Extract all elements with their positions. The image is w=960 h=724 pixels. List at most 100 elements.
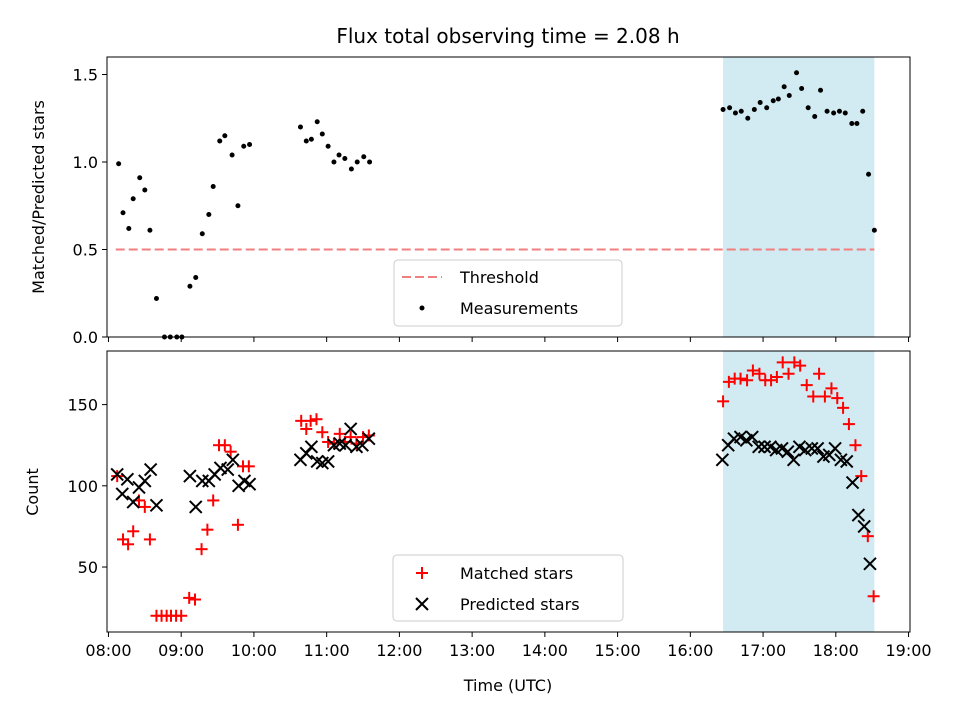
x-tick-label: 15:00	[595, 641, 641, 660]
y-tick-label: 0.0	[73, 328, 98, 347]
predicted-stars-point	[110, 467, 124, 482]
matched-stars-point	[776, 356, 789, 369]
measurements-point	[342, 156, 348, 161]
measurements-point	[849, 121, 855, 126]
measurements-point	[751, 107, 757, 112]
matched-stars-point	[867, 590, 880, 603]
matched-stars-point	[111, 470, 124, 483]
predicted-stars-point	[149, 498, 164, 513]
top-y-axis-label: Matched/Predicted stars	[29, 100, 48, 294]
predicted-stars-point	[120, 472, 135, 487]
matched-stars-point	[310, 413, 323, 426]
matched-stars-point	[849, 439, 862, 452]
matched-stars-point	[122, 538, 135, 551]
measurements-point	[130, 196, 136, 202]
x-tick-label: 18:00	[813, 641, 859, 660]
measurements-point	[367, 159, 373, 165]
matched-stars-point	[316, 426, 329, 439]
predicted-stars-point	[845, 475, 860, 490]
matched-stars-point	[842, 418, 855, 431]
predicted-stars-point	[752, 440, 766, 454]
predicted-stars-point	[138, 474, 152, 488]
measurements-point	[336, 152, 342, 158]
chart-title: Flux total observing time = 2.08 h	[336, 24, 679, 48]
measurements-point	[831, 110, 837, 116]
bottom-plot-frame	[106, 350, 911, 633]
legend-matched-swatch	[416, 567, 428, 579]
matched-stars-point	[189, 593, 202, 606]
predicted-stars-point	[851, 508, 866, 522]
measurements-point	[799, 86, 805, 91]
measurements-point	[153, 296, 159, 301]
matched-stars-point	[195, 543, 208, 556]
matched-stars-point	[322, 435, 335, 448]
matched-stars-point	[183, 591, 196, 604]
predicted-stars-point	[321, 454, 335, 469]
predicted-stars-point	[857, 519, 871, 534]
measurements-point	[745, 115, 751, 121]
predicted-stars-point	[115, 487, 129, 501]
measurements-point	[764, 105, 770, 111]
x-tick-label: 13:00	[449, 641, 495, 660]
measurements-point	[206, 212, 212, 217]
top-panel: 0.0 0.5 1.0 1.5 Flux total observing time =…	[29, 24, 911, 347]
matched-stars-point	[734, 372, 747, 385]
measurements-point	[142, 187, 148, 193]
y-tick-label: 1.5	[73, 66, 98, 85]
predicted-stars-point	[226, 453, 240, 467]
measurements-point	[331, 159, 337, 165]
predicted-stars-point	[863, 557, 877, 571]
measurements-point	[210, 184, 216, 189]
bottom-legend-box	[392, 554, 624, 622]
y-tick-label: 0.5	[73, 241, 98, 260]
matched-stars-point	[218, 439, 231, 452]
matched-stars-point	[794, 359, 807, 372]
counts-series	[110, 356, 880, 622]
predicted-stars-point	[362, 432, 376, 446]
predicted-stars-point	[715, 453, 730, 467]
matched-stars-point	[175, 609, 188, 622]
measurements-point	[126, 226, 132, 231]
y-tick-label: 1.0	[73, 153, 98, 172]
x-tick-label: 10:00	[231, 641, 277, 660]
predicted-stars-point	[126, 495, 140, 509]
y-tick-label: 150	[67, 396, 98, 415]
measurements-point	[720, 107, 726, 112]
measurements-point	[781, 84, 787, 90]
measurements-point	[120, 210, 126, 216]
x-tick-label: 08:00	[85, 641, 131, 660]
bottom-legend: Matched stars Predicted stars	[392, 554, 624, 622]
matched-stars-point	[746, 364, 759, 377]
legend-matched-label: Matched stars	[460, 564, 573, 583]
measurements-point	[732, 110, 738, 116]
measurements-point	[235, 203, 241, 209]
measurements-point	[794, 70, 800, 76]
matched-stars-point	[818, 390, 831, 403]
matched-stars-point	[333, 427, 346, 440]
matched-stars-point	[327, 437, 340, 450]
measurements-point	[842, 110, 848, 116]
predicted-stars-point	[781, 444, 795, 459]
predicted-stars-point	[221, 462, 235, 477]
y-tick-label: 50	[78, 558, 98, 577]
predicted-stars-point	[805, 441, 819, 456]
predicted-stars-point	[828, 441, 842, 456]
legend-predicted-swatch	[415, 597, 429, 611]
measurements-point	[860, 108, 866, 114]
top-axis-ticks: 0.0 0.5 1.0 1.5	[73, 66, 910, 347]
bottom-shaded-span	[723, 351, 875, 632]
matched-stars-point	[770, 370, 783, 383]
measurements-point	[303, 138, 309, 144]
predicted-stars-point	[143, 462, 158, 477]
bottom-axis-ticks: 50 100 150 08:00 09:00 10:00 11:00 12:00 13:00 14…	[67, 396, 931, 660]
measurements-point	[361, 154, 367, 160]
predicted-stars-point	[338, 438, 353, 452]
measurements-point	[775, 96, 781, 102]
measurements-point	[199, 231, 205, 237]
measurements-point	[348, 166, 354, 172]
x-tick-label: 11:00	[304, 641, 350, 660]
measurements-point	[836, 108, 842, 114]
matched-stars-point	[300, 422, 313, 435]
x-tick-label: 12:00	[376, 641, 422, 660]
